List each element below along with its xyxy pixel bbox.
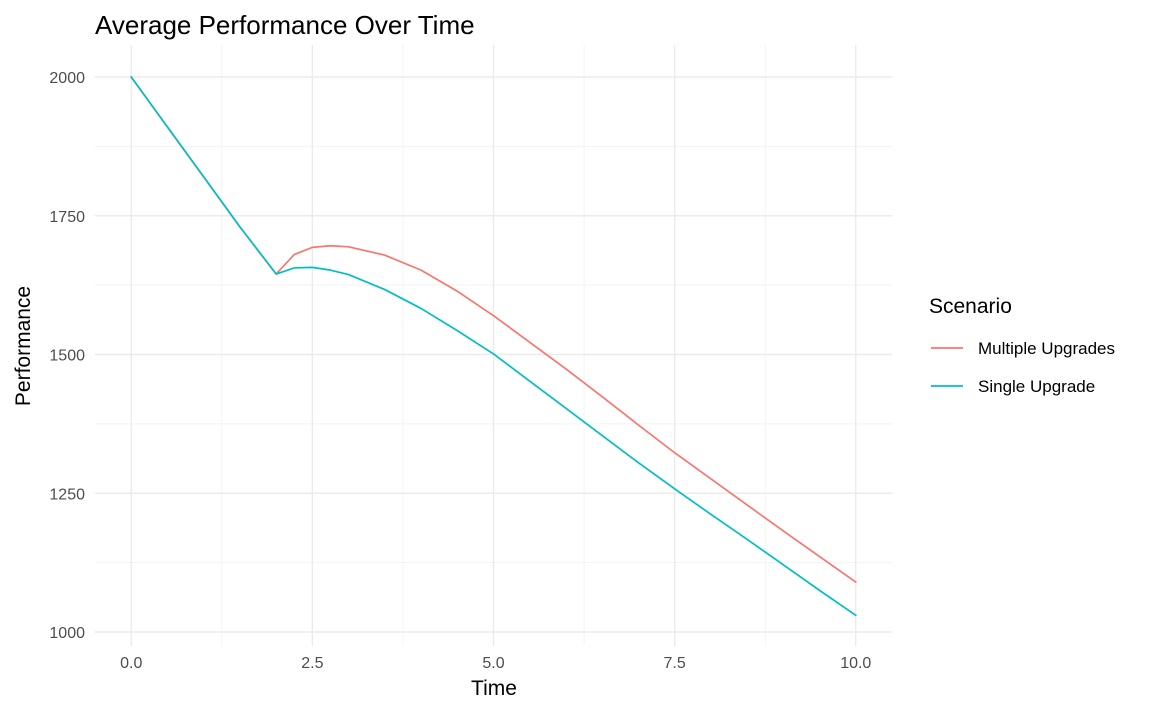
legend-items: Multiple Upgrades Single Upgrade [931,339,1115,396]
y-tick-label: 1250 [49,486,85,503]
series-line-single-upgrade [130,76,857,617]
legend-title: Scenario [929,295,1012,318]
x-tick-label: 10.0 [840,655,871,672]
legend-label: Single Upgrade [978,377,1095,396]
x-tick-label: 2.5 [301,655,323,672]
y-tick-label: 1500 [49,348,85,365]
grid [95,45,892,646]
y-tick-label: 1750 [49,209,85,226]
x-tick-label: 5.0 [482,655,504,672]
series-lines [130,76,857,617]
axis-ticks: 0.0 2.5 5.0 7.5 10.0 1000 1250 1500 1750 2000 [49,70,871,672]
y-tick-label: 1000 [49,625,85,642]
legend-label: Multiple Upgrades [978,339,1115,358]
legend-item: Single Upgrade [931,377,1095,396]
x-axis-title: Time [471,677,517,700]
legend-item: Multiple Upgrades [931,339,1115,358]
chart-title: Average Performance Over Time [95,10,475,40]
y-tick-label: 2000 [49,70,85,87]
x-tick-label: 0.0 [120,655,142,672]
x-tick-label: 7.5 [664,655,686,672]
legend: Scenario Multiple Upgrades Single Upgrade [929,295,1115,396]
y-axis-title: Performance [12,286,35,406]
